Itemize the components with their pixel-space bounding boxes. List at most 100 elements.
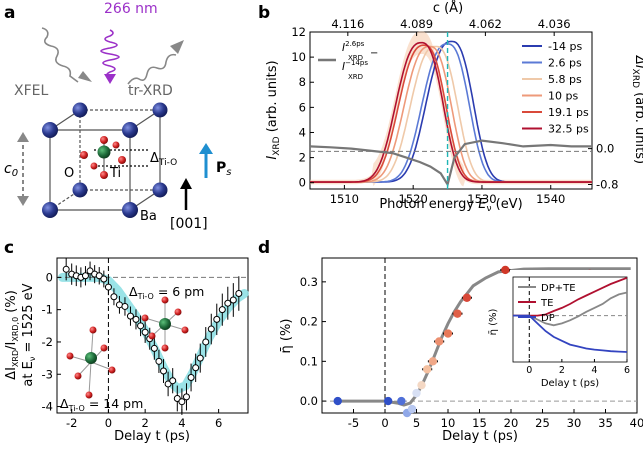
panel-c-ylabel-1: ΔIXRD/IXRD,0 (%)	[4, 290, 20, 380]
o-atom	[80, 151, 88, 159]
legend-label: 2.6 ps	[548, 57, 582, 70]
panel-d-xlabel: Delay t (ps)	[442, 429, 518, 444]
legend-label: 5.8 ps	[548, 73, 582, 86]
data-point	[202, 338, 210, 346]
y2-tick-label: 0.0	[596, 142, 614, 156]
data-point	[62, 265, 70, 273]
x-tick-label: 30	[567, 416, 582, 430]
data-point	[333, 396, 342, 406]
data-point	[412, 388, 421, 398]
data-point	[86, 267, 94, 275]
panel-b-legend: -14 ps 2.6 ps 5.8 ps 10 ps 19.1 ps 32.5 ps	[522, 40, 589, 136]
xfel-beam	[41, 27, 79, 83]
trxrd-label: tr-XRD	[128, 83, 173, 99]
inset-legend-label: TE	[540, 298, 553, 309]
diff-curve	[309, 139, 592, 188]
x-tick-label: 2	[141, 416, 148, 430]
legend-label: -14 ps	[548, 40, 582, 53]
y-tick-label: 0.0	[300, 394, 318, 408]
x-tick-label: -2	[66, 416, 77, 430]
ps-arrow	[199, 143, 213, 178]
panel-c-xlabel: Delay t (ps)	[114, 429, 190, 444]
data-point	[126, 312, 134, 320]
pump-pulse	[100, 29, 120, 77]
trxrd-beam	[127, 53, 177, 85]
x-tick-label: 6	[215, 416, 222, 430]
svg-text:XRD: XRD	[348, 73, 363, 81]
data-point	[121, 302, 129, 310]
c0-arrow	[17, 132, 29, 206]
data-point	[229, 296, 237, 304]
c0-label: c0	[4, 161, 18, 179]
o-atom	[90, 162, 98, 170]
x-tick-label: 40	[630, 416, 643, 430]
panel-d-points	[333, 265, 595, 418]
ba-atom	[72, 102, 88, 118]
panel-d-inset-frame	[512, 276, 628, 363]
y-tick-label: 6	[299, 100, 306, 114]
ba-label: Ba	[140, 209, 157, 224]
data-point	[462, 293, 472, 302]
panel-b-diff-legend: I2.6ps XRD − I−14ps XRD	[318, 40, 378, 81]
x-tick-label: -5	[348, 416, 359, 430]
top-tick-label: 4.062	[469, 17, 502, 31]
panel-b-ylabel-left: IXRD (arb. units)	[265, 60, 282, 159]
o-atom	[100, 171, 108, 179]
delta-label: ΔTi-O	[150, 151, 177, 168]
ba-atom	[122, 122, 138, 138]
panel-b-label: b	[258, 3, 270, 23]
inset-series-line	[513, 291, 628, 327]
data-point	[173, 394, 181, 402]
data-point	[100, 275, 108, 283]
o-atom	[112, 141, 120, 149]
inset-legend-label: DP	[541, 313, 555, 324]
x-tick-label: 25	[535, 416, 550, 430]
data-point	[397, 396, 406, 406]
panel-c-label: c	[4, 238, 14, 258]
data-point	[164, 380, 172, 388]
ba-atom	[72, 182, 88, 198]
direction-arrow	[180, 178, 192, 210]
x-tick-label: 15	[472, 416, 487, 430]
panel-d-ylabel: η̄ (%)	[279, 319, 294, 354]
y-tick-label: 4	[299, 125, 306, 139]
data-point	[383, 396, 393, 406]
o-atom	[100, 136, 108, 144]
top-tick-label: 4.116	[331, 17, 364, 31]
data-point	[187, 373, 195, 381]
y-tick-label: 0	[299, 176, 306, 190]
inset-series-line	[513, 314, 628, 353]
y-tick-label: -3	[42, 367, 53, 381]
svg-text:I2.6ps: I2.6ps	[342, 40, 365, 54]
panel-d-inset-xlabel: Delay t (ps)	[541, 378, 599, 389]
y-tick-label: 0.3	[300, 275, 318, 289]
x-tick-label: 0	[381, 416, 388, 430]
y-tick-label: -1	[42, 303, 53, 317]
panel-c-chart: c -2 0 2 4 6 0 -1 -2 -3 -4 Delay t (ps) ΔIXRD/IXR…	[4, 238, 249, 444]
inset-x-tick-label: 6	[624, 365, 630, 376]
panel-b-chart: b 1510 1520 1530 1540 0 2 4 6 8 10 12 0.0 -0.8 4.116 4…	[258, 0, 643, 214]
data-point	[423, 365, 432, 374]
svg-text:I−14ps: I−14ps	[342, 59, 368, 73]
xfel-arrow	[78, 71, 92, 82]
x-tick-label: 1510	[330, 192, 359, 206]
x-tick-label: 4	[178, 416, 185, 430]
ps-label: Ps	[216, 160, 231, 178]
x-tick-label: 10	[441, 416, 456, 430]
panel-c-ylabel-2: at Eν = 1525 eV	[21, 283, 37, 386]
data-point	[218, 306, 226, 314]
x-tick-label: 20	[504, 416, 519, 430]
data-point	[192, 364, 200, 372]
panel-c-annotation-6pm: ΔTi-O = 6 pm	[129, 284, 204, 301]
data-point	[95, 272, 103, 280]
trxrd-arrow	[170, 40, 184, 54]
panel-a-schematic: a 266 nm XFEL tr-XRD	[4, 1, 231, 232]
data-point	[224, 299, 232, 307]
panel-d-ticks: -5 0 5 10 15 20 25 30 35 400.00.10.20.3	[300, 275, 643, 430]
y-tick-label: 0.2	[300, 315, 318, 329]
y-tick-label: 0.1	[300, 354, 318, 368]
y-tick-label: 8	[299, 75, 306, 89]
unit-cell	[49, 109, 161, 211]
pump-wavelength: 266 nm	[104, 1, 158, 17]
data-point	[213, 315, 221, 323]
